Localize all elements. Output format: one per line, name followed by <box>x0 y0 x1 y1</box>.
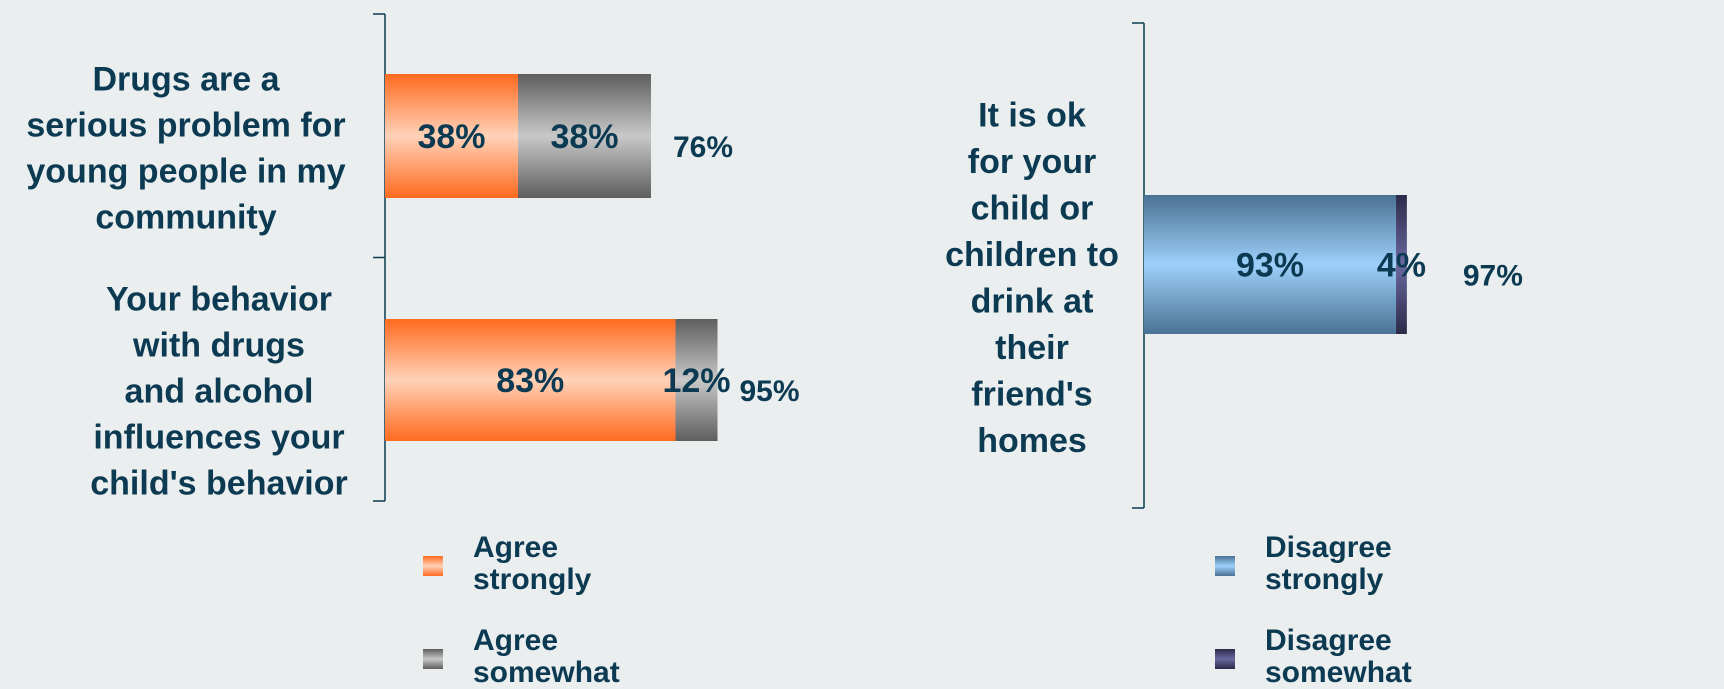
legend-label: Disagree strongly <box>1265 531 1392 596</box>
data-label: 83% <box>496 362 564 400</box>
data-label: 4% <box>1377 247 1426 285</box>
legend-label: Disagree somewhat <box>1265 624 1412 689</box>
data-label: 38% <box>417 118 485 156</box>
category-label: Drugs are a serious problem for young peop… <box>26 60 345 236</box>
legend-swatch <box>423 556 443 576</box>
chart-right: It is ok for your child or children to drink… <box>945 22 1523 509</box>
bar-segment-disagree-somewhat <box>1396 195 1407 334</box>
bar-segment-disagree-strongly <box>1144 195 1397 334</box>
legend-swatch <box>1215 556 1235 576</box>
data-label: 93% <box>1236 247 1304 285</box>
legend-label: Agree strongly <box>473 531 592 596</box>
chart-left: Drugs are a serious problem for young peop… <box>26 13 800 502</box>
legend-swatch <box>423 649 443 669</box>
legend-swatch <box>1215 649 1235 669</box>
data-label: 38% <box>550 118 618 156</box>
total-label: 95% <box>740 375 800 408</box>
legend-label: Agree somewhat <box>473 624 620 689</box>
bar-segment-agree-strongly <box>385 319 676 441</box>
data-label: 12% <box>662 362 730 400</box>
bar-segment-agree-somewhat <box>675 319 718 441</box>
total-label: 76% <box>673 131 733 164</box>
bar-segment-agree-somewhat <box>518 74 651 198</box>
bar-segment-agree-strongly <box>385 74 518 198</box>
total-label: 97% <box>1463 260 1523 293</box>
category-label: It is ok for your child or children to drink… <box>945 96 1119 460</box>
category-label: Your behavior with drugs and alcohol influe… <box>90 280 348 502</box>
